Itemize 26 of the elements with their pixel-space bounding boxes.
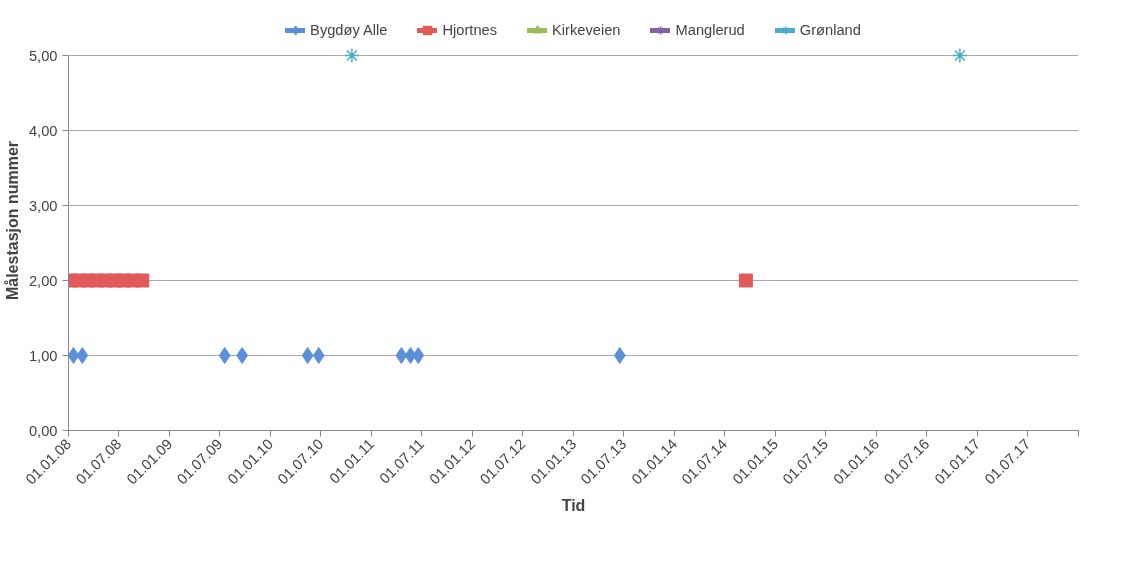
point xyxy=(952,47,968,64)
point xyxy=(236,347,248,364)
point xyxy=(344,47,360,64)
y-tick-label: 2,00 xyxy=(28,272,58,289)
point xyxy=(613,347,626,364)
legend-label: Kirkeveien xyxy=(552,22,621,38)
point xyxy=(301,347,314,364)
point xyxy=(738,273,753,288)
legend-label: Grønland xyxy=(799,22,861,38)
point xyxy=(218,347,231,364)
point xyxy=(395,347,408,364)
legend-label: Bygdøy Alle xyxy=(310,22,388,38)
point xyxy=(312,347,325,364)
y-tick-label: 0,00 xyxy=(28,422,58,439)
y-tick-label: 1,00 xyxy=(28,347,58,364)
y-axis-title: Målestasjon nummer xyxy=(3,140,21,301)
point xyxy=(76,347,89,364)
y-tick-label: 5,00 xyxy=(28,47,58,64)
x-axis-title: Tid xyxy=(561,496,586,514)
y-tick-label: 4,00 xyxy=(28,122,58,139)
legend-label: Manglerud xyxy=(675,22,745,38)
legend-label: Hjortnes xyxy=(442,22,498,38)
point xyxy=(412,347,425,364)
point xyxy=(68,347,80,364)
y-tick-label: 3,00 xyxy=(28,197,58,214)
point xyxy=(135,273,150,288)
